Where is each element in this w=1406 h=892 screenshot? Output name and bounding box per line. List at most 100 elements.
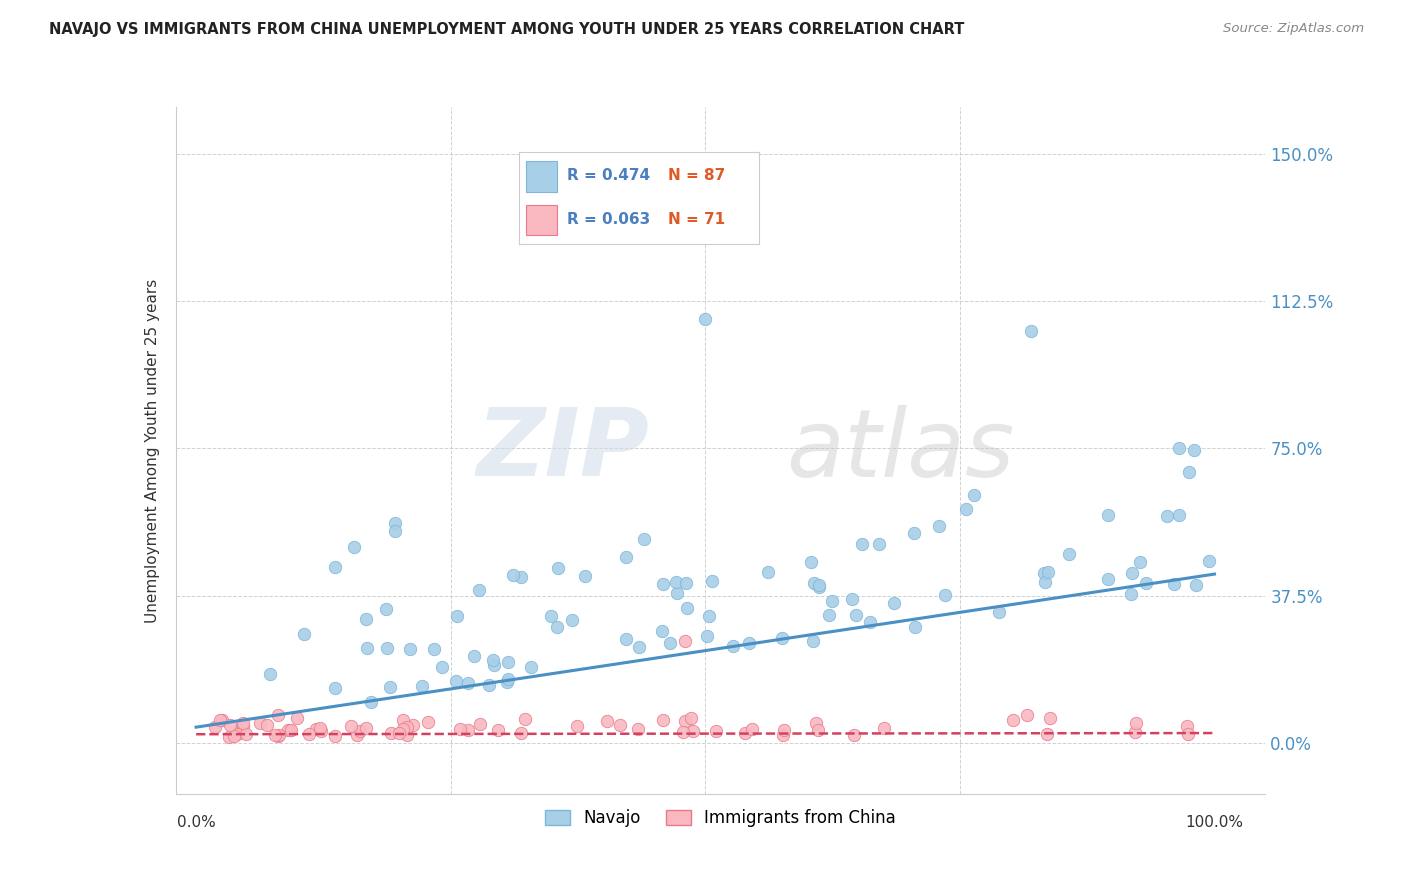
Point xyxy=(323,729,346,743)
Point xyxy=(1177,727,1199,741)
Point xyxy=(676,600,699,615)
Point xyxy=(224,729,246,743)
Point xyxy=(1123,724,1146,739)
Point xyxy=(360,695,382,709)
Point xyxy=(842,727,865,741)
Point xyxy=(734,726,756,740)
Point xyxy=(859,615,882,629)
Point xyxy=(807,723,830,737)
Point xyxy=(340,719,363,733)
Point xyxy=(513,712,536,726)
Point xyxy=(808,580,831,594)
Point xyxy=(482,653,505,667)
Point xyxy=(399,641,422,656)
Point xyxy=(868,537,890,551)
Point xyxy=(278,723,301,737)
Point xyxy=(395,720,418,734)
Point xyxy=(211,714,233,728)
Point xyxy=(396,728,419,742)
Point xyxy=(963,488,986,502)
Point xyxy=(1033,566,1056,581)
Point xyxy=(652,577,675,591)
Point xyxy=(1198,554,1220,568)
Point xyxy=(228,723,250,737)
Text: Source: ZipAtlas.com: Source: ZipAtlas.com xyxy=(1223,22,1364,36)
Point xyxy=(323,560,346,574)
Point xyxy=(208,714,231,728)
Point xyxy=(596,714,619,729)
Text: N = 87: N = 87 xyxy=(668,169,725,183)
Point xyxy=(392,713,415,727)
Point xyxy=(218,718,240,732)
Point xyxy=(1059,547,1081,561)
Point xyxy=(546,620,568,634)
Point xyxy=(432,660,454,674)
FancyBboxPatch shape xyxy=(526,161,557,192)
Point xyxy=(232,719,254,733)
Point xyxy=(309,724,332,739)
Point xyxy=(356,721,378,735)
Point xyxy=(468,717,491,731)
Point xyxy=(235,727,257,741)
Point xyxy=(502,567,524,582)
Point xyxy=(883,596,905,610)
Point xyxy=(388,726,411,740)
Point xyxy=(1038,711,1060,725)
Point xyxy=(651,624,673,638)
Point xyxy=(561,613,583,627)
Point xyxy=(627,722,650,736)
Point xyxy=(806,715,828,730)
Point xyxy=(1033,575,1056,590)
Point xyxy=(1185,578,1208,592)
Point xyxy=(267,729,290,743)
Text: 0.0%: 0.0% xyxy=(177,815,215,830)
Point xyxy=(803,576,825,591)
Point xyxy=(354,612,377,626)
Point xyxy=(349,724,371,739)
FancyBboxPatch shape xyxy=(526,204,557,235)
Point xyxy=(1125,716,1147,731)
Point xyxy=(567,719,589,733)
Point xyxy=(652,713,675,727)
Point xyxy=(903,525,925,540)
Point xyxy=(232,715,254,730)
Point xyxy=(672,724,695,739)
Point xyxy=(323,681,346,696)
Point xyxy=(614,550,637,565)
Point xyxy=(772,728,794,742)
Point xyxy=(817,607,839,622)
Point xyxy=(520,659,543,673)
Point xyxy=(1163,577,1185,591)
Point xyxy=(1019,324,1042,338)
Point xyxy=(1182,443,1205,458)
Point xyxy=(1015,707,1038,722)
Point xyxy=(509,570,531,584)
Point xyxy=(821,594,844,608)
Point xyxy=(1129,555,1152,569)
Point xyxy=(384,524,406,538)
Point xyxy=(305,722,328,736)
Point xyxy=(346,728,368,742)
Point xyxy=(267,707,290,722)
Y-axis label: Unemployment Among Youth under 25 years: Unemployment Among Youth under 25 years xyxy=(145,278,160,623)
Point xyxy=(249,716,271,731)
Point xyxy=(721,640,744,654)
Point xyxy=(609,718,631,732)
Text: N = 71: N = 71 xyxy=(668,212,724,227)
Point xyxy=(468,583,491,598)
Point xyxy=(391,722,413,736)
Point xyxy=(547,561,569,575)
Point xyxy=(423,641,446,656)
Point xyxy=(1175,719,1198,733)
Point xyxy=(377,640,399,655)
Point xyxy=(666,585,689,599)
Point xyxy=(498,655,520,669)
Point xyxy=(675,576,697,591)
Point xyxy=(696,630,718,644)
Point xyxy=(1167,442,1189,456)
Point xyxy=(633,532,655,546)
Point xyxy=(800,555,823,569)
Point xyxy=(384,516,406,530)
Point xyxy=(380,680,402,694)
Point xyxy=(486,723,509,738)
